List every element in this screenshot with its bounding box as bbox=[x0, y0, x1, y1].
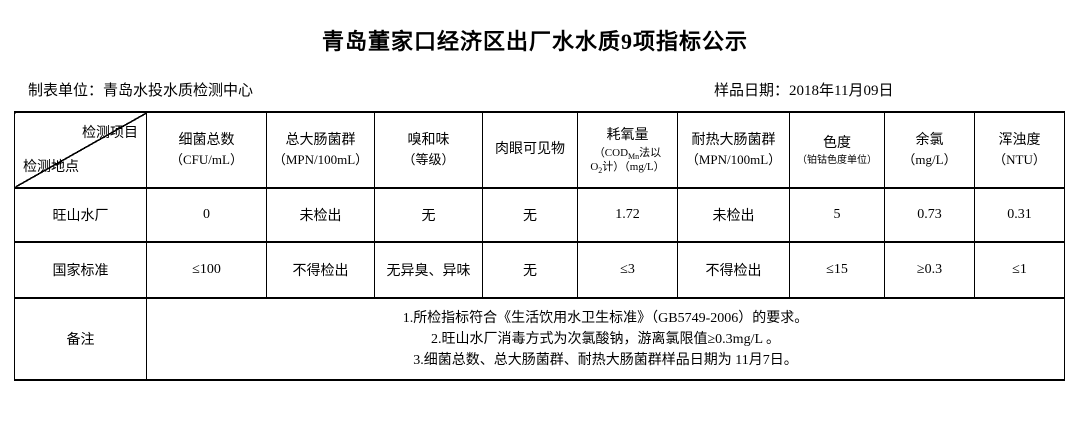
maker-label: 制表单位：青岛水投水质检测中心 bbox=[28, 83, 254, 99]
data-cell: 不得检出 bbox=[677, 241, 790, 299]
data-cell: ≤1 bbox=[974, 241, 1065, 299]
data-cell: 0.73 bbox=[884, 187, 975, 243]
column-header-oxygen-consumption: 耗氧量 （CODMn法以 O2计）（mg/L） bbox=[577, 111, 678, 189]
data-cell: 未检出 bbox=[266, 187, 375, 243]
row-label: 国家标准 bbox=[14, 241, 147, 299]
water-quality-table: 检测项目 检测地点 细菌总数 （CFU/mL） 总大肠菌群 （MPN/100mL… bbox=[14, 111, 1065, 381]
column-header-color: 色度 （铂钴色度单位） bbox=[789, 111, 885, 189]
header-row: 检测项目 检测地点 细菌总数 （CFU/mL） 总大肠菌群 （MPN/100mL… bbox=[14, 111, 1065, 189]
data-cell: ≤3 bbox=[577, 241, 678, 299]
remark-label: 备注 bbox=[14, 297, 147, 381]
data-cell: 5 bbox=[789, 187, 885, 243]
data-cell: 无异臭、异味 bbox=[374, 241, 483, 299]
data-cell: ≥0.3 bbox=[884, 241, 975, 299]
data-cell: 无 bbox=[374, 187, 483, 243]
row-label: 旺山水厂 bbox=[14, 187, 147, 243]
remark-content: 1.所检指标符合《生活饮用水卫生标准》（GB5749-2006）的要求。 2.旺… bbox=[146, 297, 1065, 381]
column-header-total-coliform: 总大肠菌群 （MPN/100mL） bbox=[266, 111, 375, 189]
data-cell: 1.72 bbox=[577, 187, 678, 243]
column-header-bacteria-total: 细菌总数 （CFU/mL） bbox=[146, 111, 267, 189]
data-cell: 未检出 bbox=[677, 187, 790, 243]
table-row-national-standard: 国家标准 ≤100 不得检出 无异臭、异味 无 ≤3 不得检出 ≤15 ≥0.3… bbox=[14, 241, 1065, 299]
column-header-visible-matter: 肉眼可见物 bbox=[482, 111, 578, 189]
data-cell: ≤100 bbox=[146, 241, 267, 299]
cod-unit-note: （CODMn法以 O2计）（mg/L） bbox=[590, 147, 665, 176]
corner-cell-diagonal: 检测项目 检测地点 bbox=[14, 111, 147, 189]
remark-line-3: 3.细菌总数、总大肠菌群、耐热大肠菌群样品日期为 11月7日。 bbox=[413, 352, 798, 368]
remark-line-2: 2.旺山水厂消毒方式为次氯酸钠，游离氯限值≥0.3mg/L 。 bbox=[431, 331, 780, 347]
table-row-wangshan-plant: 旺山水厂 0 未检出 无 无 1.72 未检出 5 0.73 0.31 bbox=[14, 187, 1065, 243]
corner-label-site: 检测地点 bbox=[23, 160, 79, 175]
data-cell: ≤15 bbox=[789, 241, 885, 299]
data-cell: 0.31 bbox=[974, 187, 1065, 243]
data-cell: 无 bbox=[482, 187, 578, 243]
data-cell: 无 bbox=[482, 241, 578, 299]
remark-row: 备注 1.所检指标符合《生活饮用水卫生标准》（GB5749-2006）的要求。 … bbox=[14, 297, 1065, 381]
data-cell: 0 bbox=[146, 187, 267, 243]
column-header-residual-chlorine: 余氯 （mg/L） bbox=[884, 111, 975, 189]
column-header-odor-taste: 嗅和味 （等级） bbox=[374, 111, 483, 189]
page-title: 青岛董家口经济区出厂水水质9项指标公示 bbox=[321, 29, 748, 54]
data-cell: 不得检出 bbox=[266, 241, 375, 299]
column-header-thermotolerant-coliform: 耐热大肠菌群 （MPN/100mL） bbox=[677, 111, 790, 189]
sample-date-label: 样品日期：2018年11月09日 bbox=[714, 83, 894, 99]
column-header-turbidity: 浑浊度 （NTU） bbox=[974, 111, 1065, 189]
remark-line-1: 1.所检指标符合《生活饮用水卫生标准》（GB5749-2006）的要求。 bbox=[402, 310, 809, 326]
corner-label-items: 检测项目 bbox=[82, 126, 138, 141]
